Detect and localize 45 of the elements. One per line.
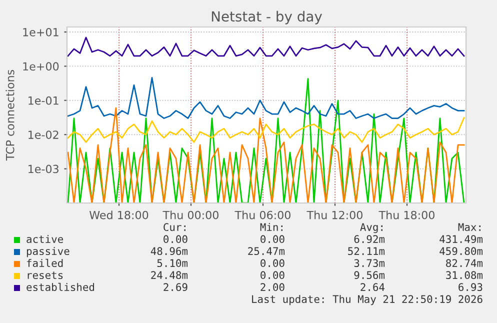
- x-tick-label: Thu 18:00: [378, 210, 434, 220]
- x-tick-label: Wed 18:00: [89, 210, 148, 220]
- legend-label: active: [26, 234, 64, 244]
- line-series: [67, 117, 465, 143]
- text: 0.00: [164, 235, 188, 244]
- y-tick-label: 1e-01: [28, 96, 58, 105]
- text: Min:: [260, 222, 282, 231]
- line-series: [67, 77, 465, 119]
- x-tick-label: Thu 06:00: [234, 210, 290, 220]
- y-tick-label: 1e-03: [28, 164, 58, 174]
- text: 2.64: [360, 283, 385, 292]
- text: 9.56m: [354, 271, 385, 280]
- text: Last update: Thu May 21 22:50:19 2026: [252, 294, 482, 306]
- text: 2.69: [164, 283, 188, 292]
- text: 24.48m: [151, 271, 188, 280]
- text: 0.00: [260, 235, 284, 244]
- text: 3.73m: [354, 259, 385, 268]
- y-tick-label: 1e-02: [28, 130, 58, 139]
- legend-label: resets: [28, 272, 63, 280]
- text: 0.00: [260, 259, 284, 268]
- text: 82.74m: [446, 259, 483, 268]
- text: 2.00: [260, 283, 284, 292]
- text: 431.49m: [440, 235, 483, 244]
- text: Avg:: [360, 223, 382, 234]
- text: 25.47m: [248, 247, 285, 256]
- legend-label: passive: [26, 246, 70, 258]
- text: Cur:: [164, 223, 186, 232]
- text: 6.93: [458, 283, 482, 292]
- text: 459.80m: [440, 247, 483, 256]
- text: 5.10m: [157, 259, 188, 268]
- legend-label: established: [26, 282, 94, 292]
- x-tick-label: Thu 00:00: [162, 210, 218, 220]
- y-tick-label: 1e+01: [23, 28, 58, 36]
- legend-label: failed: [26, 258, 63, 268]
- text: 0.00: [260, 271, 284, 280]
- y-axis-title: TCP connections: [6, 70, 14, 161]
- line-series: [67, 36, 465, 57]
- y-tick-label: 1e+00: [23, 62, 59, 71]
- text: 48.96m: [150, 247, 188, 256]
- text: 6.92m: [354, 235, 385, 244]
- text: 52.11m: [348, 247, 385, 256]
- chart-title: Netstat - by day: [212, 10, 322, 24]
- x-tick-label: Thu 12:00: [306, 210, 362, 220]
- text: 31.08m: [446, 271, 483, 280]
- text: Max:: [458, 223, 480, 232]
